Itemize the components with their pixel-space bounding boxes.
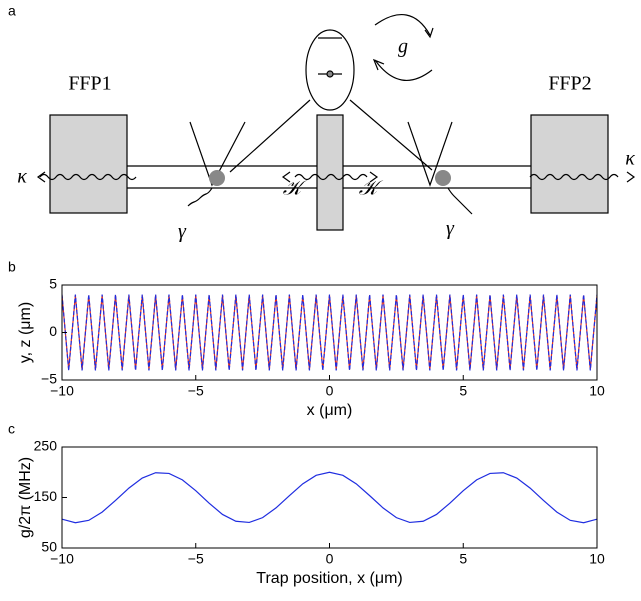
x-tick-label: 10 [589, 551, 605, 567]
chart: c −10 −5 0 5 10 50 150 250 Trap position, x (μm) g… [8, 421, 605, 588]
x-tick-label: 5 [459, 383, 467, 399]
trap-cone [189, 121, 453, 187]
y-tick-label: 50 [41, 539, 57, 555]
wave [529, 173, 619, 181]
series-line [62, 471, 597, 524]
diagram: a FFP1 FFP2 g κ κ γ γ 𝒦 𝒦 [8, 3, 635, 243]
series-line [62, 295, 597, 370]
wave [39, 173, 137, 181]
x-tick-label: 0 [326, 551, 334, 567]
series-line [62, 294, 597, 371]
arrowhead [36, 171, 636, 183]
plot-frame [61, 446, 598, 549]
wave [294, 173, 368, 181]
x-tick-label: 5 [459, 551, 467, 567]
y-tick-label: 5 [49, 276, 57, 292]
panel-label: b [8, 259, 16, 275]
mirror [530, 114, 609, 214]
label: κ [625, 148, 635, 170]
label: FFP1 [68, 73, 111, 95]
x-tick-label: −10 [50, 383, 74, 399]
label: g [398, 36, 408, 58]
mirror [316, 114, 344, 231]
mirror [49, 114, 128, 214]
x-tick-label: −10 [50, 551, 74, 567]
arrow-line [229, 99, 433, 173]
coupling-arrow [372, 14, 434, 81]
atom-cloud [435, 170, 451, 186]
y-axis-label: g/2π (MHz) [17, 457, 34, 538]
wave [447, 187, 473, 215]
atom-levels [305, 29, 355, 111]
wave [187, 187, 213, 207]
y-tick-label: 150 [34, 488, 58, 504]
panel-label: a [8, 3, 16, 19]
label: γ [178, 221, 187, 243]
x-tick-label: 0 [326, 383, 334, 399]
x-tick-label: 10 [589, 383, 605, 399]
label: κ [17, 166, 27, 188]
atom-cloud [209, 170, 225, 186]
y-tick-label: 0 [49, 323, 57, 339]
x-tick-label: −5 [188, 383, 204, 399]
x-axis-label: x (μm) [307, 402, 353, 419]
plot [62, 294, 597, 371]
y-tick-label: 250 [34, 438, 58, 454]
plot [62, 471, 597, 524]
x-axis-label: Trap position, x (μm) [256, 570, 402, 587]
y-tick-label: −5 [41, 371, 57, 387]
y-axis-label: y, z (μm) [17, 302, 34, 363]
x-tick-label: −5 [188, 551, 204, 567]
panel-label: c [8, 421, 15, 437]
atom [326, 70, 334, 78]
label: FFP2 [548, 73, 591, 95]
label: γ [446, 218, 455, 240]
